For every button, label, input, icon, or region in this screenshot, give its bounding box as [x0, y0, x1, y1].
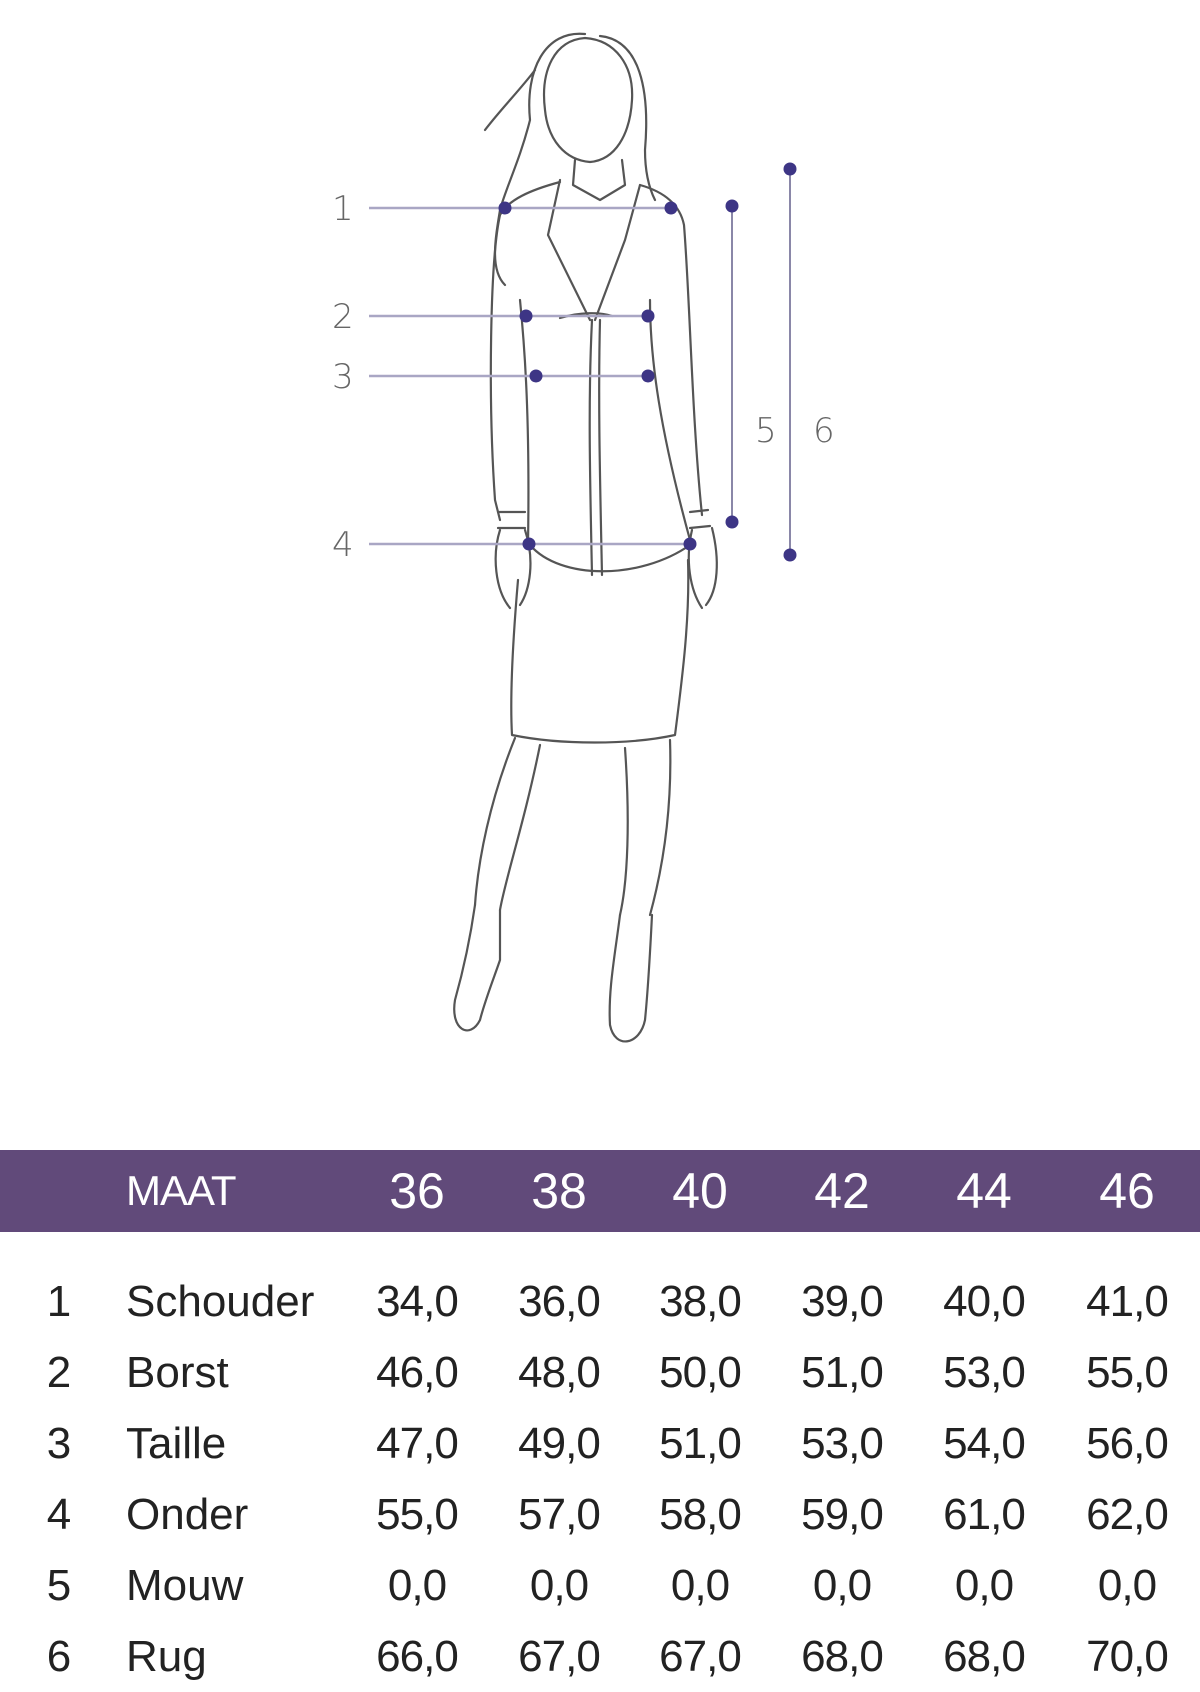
row-value: 53,0	[801, 1419, 884, 1468]
row-value: 34,0	[376, 1277, 459, 1326]
header-size: 46	[1099, 1163, 1155, 1219]
row-value: 46,0	[376, 1348, 459, 1397]
row-value: 51,0	[659, 1419, 742, 1468]
table-row: 3 Taille 47,0 49,0 51,0 53,0 54,0 56,0	[0, 1409, 1200, 1479]
row-value: 53,0	[943, 1348, 1026, 1397]
row-value: 67,0	[659, 1632, 742, 1681]
row-value: 0,0	[387, 1561, 447, 1610]
dot-5-top	[725, 199, 739, 213]
dot-6-bottom	[783, 548, 797, 562]
row-value: 49,0	[518, 1419, 601, 1468]
row-value: 36,0	[518, 1277, 601, 1326]
row-value: 54,0	[943, 1419, 1026, 1468]
row-label: Schouder	[126, 1277, 315, 1326]
row-value: 38,0	[659, 1277, 742, 1326]
row-value: 55,0	[376, 1490, 459, 1539]
row-number: 4	[46, 1490, 72, 1539]
dot-6-top	[783, 162, 797, 176]
size-header-band: MAAT 36 38 40 42 44 46	[0, 1150, 1200, 1232]
row-value: 57,0	[518, 1490, 601, 1539]
figure-label-1: 1	[332, 189, 354, 229]
dot-3-left	[529, 369, 543, 383]
dot-5-bottom	[725, 515, 739, 529]
row-value: 55,0	[1086, 1348, 1169, 1397]
row-value: 68,0	[801, 1632, 884, 1681]
row-number: 1	[46, 1277, 72, 1326]
dot-2-left	[519, 309, 533, 323]
row-value: 0,0	[812, 1561, 872, 1610]
row-value: 58,0	[659, 1490, 742, 1539]
row-value: 0,0	[954, 1561, 1014, 1610]
header-size: 40	[672, 1163, 728, 1219]
row-number: 3	[46, 1419, 72, 1468]
row-value: 47,0	[376, 1419, 459, 1468]
dot-3-right	[641, 369, 655, 383]
table-row: 6 Rug 66,0 67,0 67,0 68,0 68,0 70,0	[0, 1622, 1200, 1692]
row-value: 41,0	[1086, 1277, 1169, 1326]
row-number: 6	[46, 1632, 72, 1681]
row-value: 62,0	[1086, 1490, 1169, 1539]
row-value: 0,0	[1097, 1561, 1157, 1610]
row-value: 51,0	[801, 1348, 884, 1397]
row-value: 48,0	[518, 1348, 601, 1397]
row-value: 56,0	[1086, 1419, 1169, 1468]
table-row: 5 Mouw 0,0 0,0 0,0 0,0 0,0 0,0	[0, 1551, 1200, 1621]
dot-4-right	[683, 537, 697, 551]
dot-1-right	[664, 201, 678, 215]
dot-4-left	[522, 537, 536, 551]
header-size: 42	[814, 1163, 870, 1219]
row-label: Borst	[126, 1348, 229, 1397]
row-label: Rug	[126, 1632, 207, 1681]
figure-label-3: 3	[332, 357, 354, 397]
row-value: 67,0	[518, 1632, 601, 1681]
row-value: 59,0	[801, 1490, 884, 1539]
row-label: Onder	[126, 1490, 249, 1539]
dot-1-left	[498, 201, 512, 215]
row-number: 2	[46, 1348, 72, 1397]
measurement-lines	[369, 162, 797, 562]
table-row: 1 Schouder 34,0 36,0 38,0 39,0 40,0 41,0	[0, 1267, 1200, 1337]
header-maat: MAAT	[126, 1167, 237, 1214]
row-value: 40,0	[943, 1277, 1026, 1326]
header-size: 36	[389, 1163, 445, 1219]
row-value: 66,0	[376, 1632, 459, 1681]
header-size: 44	[956, 1163, 1012, 1219]
row-value: 39,0	[801, 1277, 884, 1326]
row-value: 61,0	[943, 1490, 1026, 1539]
row-value: 68,0	[943, 1632, 1026, 1681]
row-label: Taille	[126, 1419, 227, 1468]
row-value: 0,0	[670, 1561, 730, 1610]
dot-2-right	[641, 309, 655, 323]
measurement-figure: 1 2 3 4 5 6	[332, 32, 835, 1043]
table-row: 4 Onder 55,0 57,0 58,0 59,0 61,0 62,0	[0, 1480, 1200, 1550]
row-number: 5	[46, 1561, 72, 1610]
header-size: 38	[531, 1163, 587, 1219]
row-value: 70,0	[1086, 1632, 1169, 1681]
row-value: 0,0	[529, 1561, 589, 1610]
figure-label-4: 4	[332, 525, 354, 565]
woman-sketch	[453, 32, 718, 1043]
figure-label-5: 5	[755, 411, 777, 451]
table-row: 2 Borst 46,0 48,0 50,0 51,0 53,0 55,0	[0, 1338, 1200, 1408]
row-label: Mouw	[126, 1561, 244, 1610]
figure-label-6: 6	[813, 411, 835, 451]
figure-label-2: 2	[332, 297, 354, 337]
row-value: 50,0	[659, 1348, 742, 1397]
